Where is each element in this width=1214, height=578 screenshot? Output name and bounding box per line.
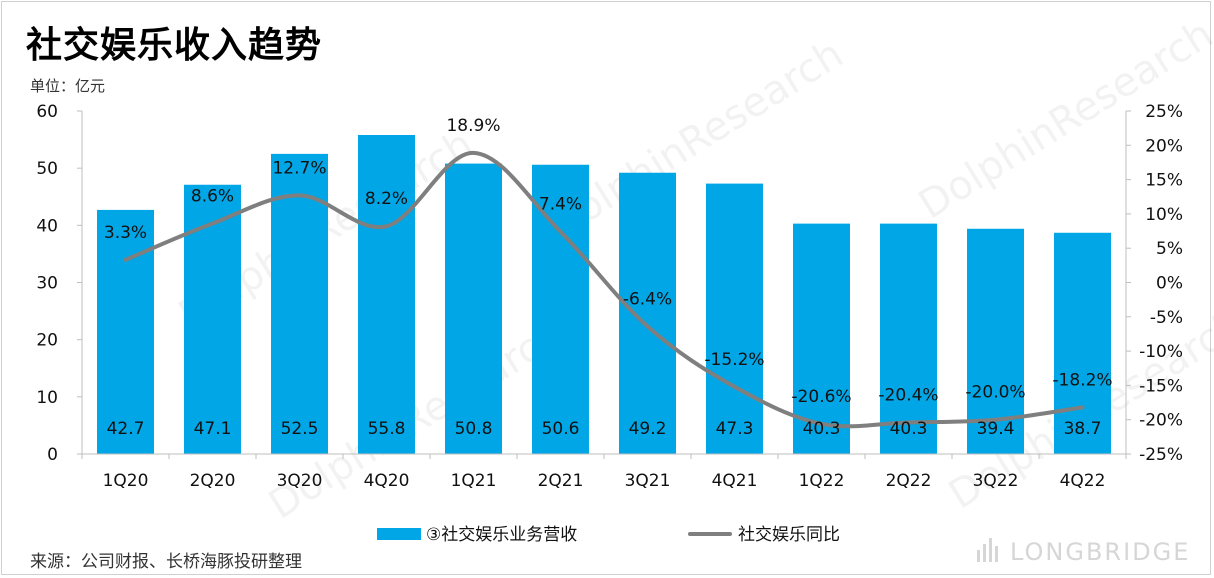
yoy-value-label: 8.2%	[365, 189, 408, 209]
bar-1Q21	[445, 163, 502, 455]
y-left-tick-label: 40	[36, 216, 58, 236]
x-tick-label: 4Q21	[712, 471, 758, 491]
x-tick-label: 2Q21	[538, 471, 584, 491]
legend-line-swatch	[688, 532, 732, 536]
yoy-value-label: -20.4%	[878, 385, 938, 405]
yoy-value-label: -20.6%	[791, 387, 851, 407]
yoy-line	[123, 150, 1085, 429]
yoy-value-label: 3.3%	[104, 223, 147, 243]
bar-value-label: 47.3	[716, 419, 754, 439]
bar-series	[97, 135, 1111, 455]
line-series	[123, 150, 1085, 429]
y-left-tick-label: 30	[36, 274, 58, 294]
legend: ③社交娱乐业务营收 社交娱乐同比	[0, 518, 1214, 545]
x-tick-label: 3Q21	[625, 471, 671, 491]
y-left-tick-label: 50	[36, 159, 58, 179]
bar-1Q20	[97, 209, 154, 454]
yoy-value-label: 8.6%	[191, 187, 234, 207]
data-labels: 42.7 47.1 52.5 55.8 50.8 50.6 49.2 47.3 40.3 40.3…	[104, 116, 1113, 439]
longbridge-logo-icon	[977, 538, 998, 562]
bar-3Q20	[271, 153, 328, 454]
y-left-tick-label: 20	[36, 331, 58, 351]
chart-title: 社交娱乐收入趋势	[26, 25, 323, 66]
y-left-tick-label: 0	[47, 445, 58, 465]
y-right-tick-label: 15%	[1145, 171, 1183, 191]
bar-value-label: 52.5	[281, 419, 319, 439]
x-tick-label: 3Q22	[973, 471, 1019, 491]
x-tick-label: 2Q20	[190, 471, 236, 491]
bar-1Q22	[793, 223, 850, 454]
yoy-value-label: -20.0%	[965, 383, 1025, 403]
x-tick-label: 2Q22	[886, 471, 932, 491]
y-right-tick-label: -25%	[1139, 445, 1183, 465]
yoy-value-label: -18.2%	[1052, 370, 1112, 390]
bar-4Q20	[358, 135, 415, 454]
brand-label: LONGBRIDGE	[1010, 538, 1191, 566]
axes: 0 10 20 30 40 50 60 -25% -20% -15% -10% -5% 0% 5% 10% 1…	[36, 102, 1183, 491]
bar-value-label: 49.2	[629, 419, 667, 439]
bar-value-label: 40.3	[890, 419, 928, 439]
y-left-tick-label: 60	[36, 102, 58, 122]
legend-line-label: 社交娱乐同比	[738, 525, 840, 545]
y-right-tick-label: 20%	[1145, 136, 1183, 156]
bar-value-label: 38.7	[1064, 419, 1102, 439]
bar-2Q22	[880, 223, 937, 454]
x-tick-label: 4Q20	[364, 471, 410, 491]
x-tick-label: 4Q22	[1060, 471, 1106, 491]
bar-4Q21	[706, 183, 763, 454]
y-right-tick-label: 25%	[1145, 102, 1183, 122]
legend-bar-label: ③社交娱乐业务营收	[426, 525, 578, 545]
legend-bar-swatch	[377, 528, 421, 540]
x-tick-label: 1Q21	[451, 471, 497, 491]
y-right-tick-label: -5%	[1150, 308, 1183, 328]
bar-value-label: 40.3	[803, 419, 841, 439]
y-left-tick-label: 10	[36, 388, 58, 408]
x-tick-label: 1Q22	[799, 471, 845, 491]
bar-4Q22	[1054, 232, 1111, 454]
yoy-value-label: 12.7%	[272, 158, 326, 178]
source-note: 来源：公司财报、长桥海豚投研整理	[30, 552, 302, 572]
y-right-tick-label: 10%	[1145, 205, 1183, 225]
bar-value-label: 50.6	[542, 419, 580, 439]
bar-3Q21	[619, 172, 676, 455]
yoy-value-label: 18.9%	[446, 116, 500, 136]
y-right-tick-label: 0%	[1156, 274, 1183, 294]
bar-value-label: 42.7	[107, 419, 145, 439]
y-right-tick-label: -15%	[1139, 376, 1183, 396]
x-tick-label: 1Q20	[103, 471, 149, 491]
x-tick-label: 3Q20	[277, 471, 323, 491]
y-right-tick-label: -10%	[1139, 342, 1183, 362]
bar-value-label: 50.8	[455, 419, 493, 439]
bar-value-label: 47.1	[194, 419, 232, 439]
bar-value-label: 55.8	[368, 419, 406, 439]
bar-value-label: 39.4	[977, 419, 1015, 439]
yoy-value-label: 7.4%	[539, 195, 582, 215]
y-right-tick-label: 5%	[1156, 239, 1183, 259]
yoy-value-label: -15.2%	[704, 350, 764, 370]
unit-label: 单位：亿元	[30, 77, 106, 95]
yoy-value-label: -6.4%	[623, 289, 672, 309]
y-right-tick-label: -20%	[1139, 411, 1183, 431]
